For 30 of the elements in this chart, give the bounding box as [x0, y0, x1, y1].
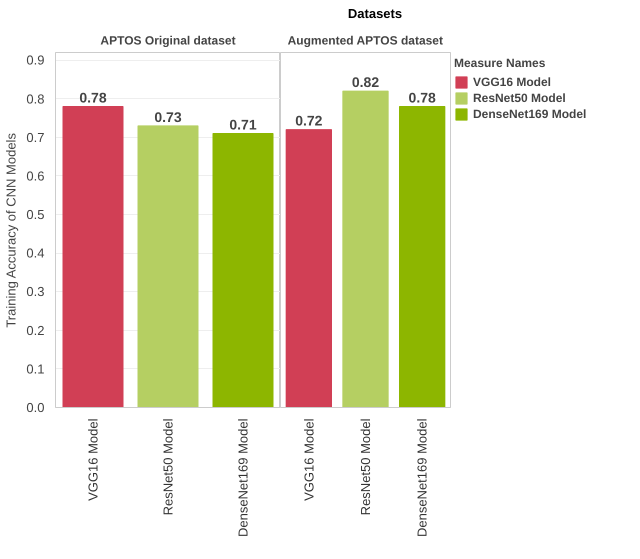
x-tick-label: ResNet50 Model	[358, 418, 373, 516]
y-tick-label: 0.0	[26, 400, 45, 415]
y-axis-title: Training Accuracy of CNN Models	[3, 132, 18, 328]
data-label: 0.82	[352, 74, 380, 90]
y-tick-label: 0.7	[26, 130, 45, 145]
y-tick-label: 0.1	[26, 361, 45, 376]
text: Datasets	[348, 5, 402, 23]
data-label: 0.72	[295, 112, 323, 129]
x-tick-label: VGG16 Model	[301, 418, 316, 501]
legend-title: Measure Names	[454, 56, 546, 70]
x-tick-label: ResNet50 Model	[160, 418, 176, 516]
chart-title: Augmented APTOS dataset	[288, 34, 443, 48]
chart-title: APTOS Original dataset	[100, 34, 236, 48]
y-tick-label: 0.3	[26, 284, 45, 300]
legend-label: VGG16 Model	[473, 75, 552, 89]
x-tick-label: DenseNet169 Model	[236, 418, 250, 538]
legend-label: ResNet50 Model	[473, 91, 566, 105]
data-label: 0.78	[408, 90, 436, 106]
y-tick-label: 0.8	[26, 91, 45, 106]
y-tick-label: 0.6	[26, 168, 45, 184]
data-label: 0.78	[79, 90, 107, 106]
y-tick-label: 0.9	[26, 52, 45, 68]
legend-label: DenseNet169 Model	[473, 107, 586, 121]
x-tick-label: DenseNet169 Model	[414, 418, 430, 538]
data-label: 0.71	[229, 116, 257, 133]
x-tick-label: VGG16 Model	[86, 418, 100, 501]
y-tick-label: 0.5	[26, 207, 45, 222]
y-tick-label: 0.2	[26, 322, 45, 338]
y-tick-label: 0.4	[26, 246, 45, 261]
data-label: 0.73	[154, 108, 182, 125]
